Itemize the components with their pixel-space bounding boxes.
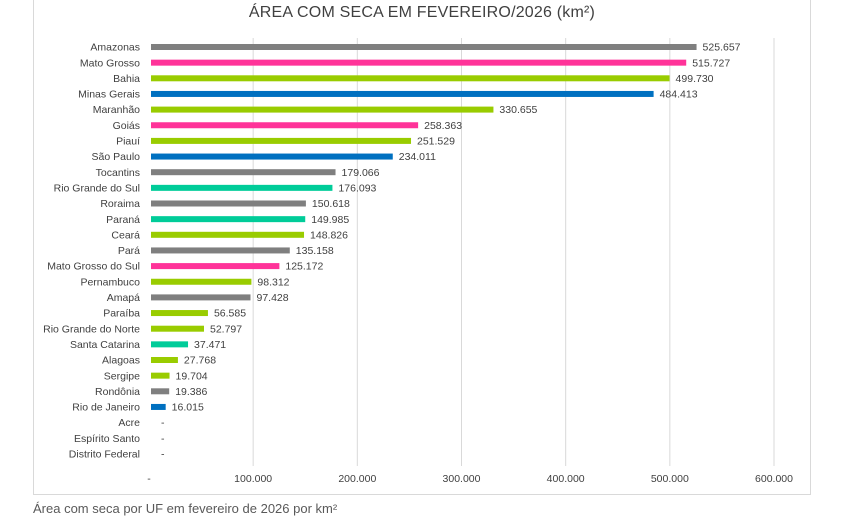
category-label: Ceará (111, 229, 140, 241)
bar (151, 325, 204, 332)
category-label: Sergipe (104, 370, 140, 382)
category-label: Pará (118, 245, 140, 257)
data-label: 16.015 (172, 402, 204, 414)
category-label: São Paulo (92, 151, 141, 163)
bar (151, 153, 393, 160)
category-label: Amazonas (90, 42, 140, 54)
bar (151, 122, 419, 129)
x-tick-label: 400.000 (547, 473, 585, 485)
category-label: Maranhão (93, 104, 140, 116)
data-label: 258.363 (424, 120, 462, 132)
data-label: 37.471 (194, 339, 226, 351)
bar (151, 263, 280, 270)
data-label: - (161, 449, 165, 461)
data-label: 27.768 (184, 355, 216, 367)
data-label: 499.730 (676, 73, 714, 85)
bar (151, 294, 251, 301)
data-label: 484.413 (660, 89, 698, 101)
category-label: Rio Grande do Norte (43, 323, 140, 335)
data-label: 515.727 (692, 57, 730, 69)
x-tick-label: 100.000 (234, 473, 272, 485)
category-label: Roraima (100, 198, 140, 210)
x-tick-label: 600.000 (755, 473, 793, 485)
bar (151, 357, 178, 363)
bar (151, 403, 166, 410)
category-label: Rondônia (95, 386, 140, 398)
bar (151, 216, 306, 223)
bar (151, 200, 306, 207)
bar (151, 388, 170, 395)
category-label: Goiás (113, 120, 140, 132)
x-tick-label: 300.000 (443, 473, 481, 485)
category-label: Pernambuco (80, 276, 140, 288)
bar (151, 137, 412, 144)
data-label: 176.093 (338, 182, 376, 194)
category-label: Tocantins (96, 167, 140, 179)
data-label: 19.704 (176, 370, 208, 382)
x-tick-label: 200.000 (338, 473, 376, 485)
data-label: 149.985 (311, 214, 349, 226)
data-label: 98.312 (257, 276, 289, 288)
category-label: Alagoas (102, 355, 140, 367)
bar (151, 184, 333, 191)
category-label: Paraná (106, 214, 140, 226)
data-label: 56.585 (214, 308, 246, 320)
data-label: - (161, 417, 165, 429)
data-label: 179.066 (342, 167, 380, 179)
data-label: - (161, 433, 165, 445)
x-tick-label: 500.000 (651, 473, 689, 485)
data-label: 234.011 (399, 151, 436, 163)
bar (151, 310, 208, 317)
category-label: Mato Grosso (80, 57, 140, 69)
bar (151, 90, 654, 97)
data-label: 125.172 (285, 261, 323, 273)
category-label: Mato Grosso do Sul (47, 261, 140, 273)
bar (151, 44, 697, 50)
bar (151, 341, 189, 348)
category-label: Bahia (113, 73, 140, 85)
category-label: Rio de Janeiro (72, 402, 140, 414)
bar (151, 278, 252, 285)
bar (151, 169, 336, 176)
category-label: Santa Catarina (70, 339, 140, 351)
bar-chart: - 100.000 200.000 300.000 400.000 500.000 600.… (43, 38, 793, 485)
bar (151, 106, 494, 113)
data-label: 52.797 (210, 323, 242, 335)
bar (151, 75, 670, 82)
data-label: 148.826 (310, 229, 348, 241)
x-tick-label: - (147, 473, 151, 485)
chart-caption: Área com seca por UF em fevereiro de 202… (33, 501, 338, 516)
category-label: Rio Grande do Sul (54, 182, 140, 194)
category-label: Acre (118, 417, 140, 429)
bar (151, 372, 170, 379)
category-label: Espírito Santo (74, 433, 140, 445)
data-label: 525.657 (703, 42, 741, 54)
category-label: Amapá (107, 292, 140, 304)
data-label: 150.618 (312, 198, 350, 210)
data-label: 330.655 (499, 104, 537, 116)
bar (151, 247, 290, 254)
data-label: 19.386 (175, 386, 207, 398)
chart-title: ÁREA COM SECA EM FEVEREIRO/2026 (km²) (248, 4, 596, 21)
category-label: Distrito Federal (69, 449, 140, 461)
category-label: Piauí (116, 136, 140, 148)
category-label: Minas Gerais (78, 89, 140, 101)
data-label: 97.428 (256, 292, 288, 304)
bar (151, 231, 305, 238)
data-label: 135.158 (296, 245, 334, 257)
category-label: Paraíba (103, 308, 140, 320)
bar (151, 59, 687, 66)
data-label: 251.529 (417, 136, 455, 148)
